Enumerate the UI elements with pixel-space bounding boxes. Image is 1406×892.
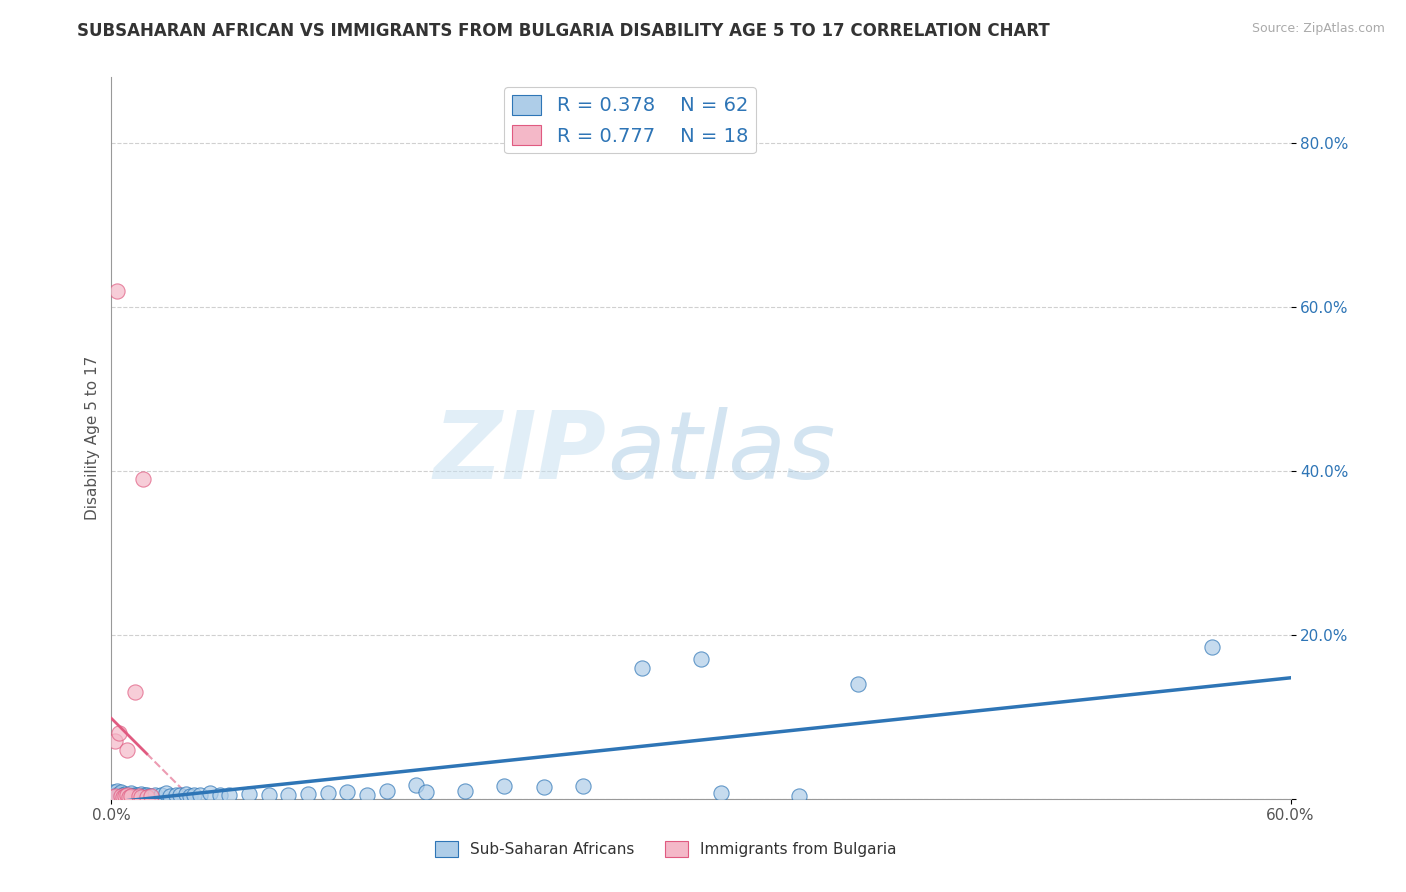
Point xyxy=(138,789,160,804)
Point xyxy=(159,789,181,804)
Point xyxy=(454,784,477,798)
Point xyxy=(710,786,733,800)
Point xyxy=(135,790,157,805)
Point xyxy=(112,788,135,802)
Point xyxy=(198,786,221,800)
Point xyxy=(128,789,150,804)
Point xyxy=(277,789,299,803)
Point xyxy=(115,789,138,803)
Point xyxy=(108,787,131,801)
Point xyxy=(846,677,869,691)
Point xyxy=(124,788,146,802)
Point xyxy=(108,791,131,805)
Point xyxy=(112,789,135,804)
Point xyxy=(631,660,654,674)
Text: ZIP: ZIP xyxy=(434,407,606,499)
Point xyxy=(188,789,211,803)
Point xyxy=(139,790,162,805)
Point xyxy=(135,788,157,802)
Point xyxy=(375,784,398,798)
Point xyxy=(149,789,172,803)
Point xyxy=(108,726,131,740)
Point xyxy=(114,789,136,804)
Point xyxy=(238,787,260,801)
Point xyxy=(118,790,141,805)
Point xyxy=(128,789,150,804)
Point xyxy=(1201,640,1223,654)
Point xyxy=(208,788,231,802)
Point xyxy=(174,787,197,801)
Point xyxy=(110,785,132,799)
Text: SUBSAHARAN AFRICAN VS IMMIGRANTS FROM BULGARIA DISABILITY AGE 5 TO 17 CORRELATIO: SUBSAHARAN AFRICAN VS IMMIGRANTS FROM BU… xyxy=(77,22,1050,40)
Point xyxy=(105,284,128,298)
Point xyxy=(415,785,437,799)
Point xyxy=(316,786,339,800)
Point xyxy=(114,790,136,805)
Point xyxy=(572,780,595,794)
Point xyxy=(787,789,810,804)
Point xyxy=(105,790,128,805)
Point xyxy=(494,779,516,793)
Point xyxy=(104,789,127,804)
Point xyxy=(134,789,156,803)
Point xyxy=(183,788,205,802)
Point xyxy=(112,790,135,805)
Point xyxy=(103,785,125,799)
Point xyxy=(165,788,187,802)
Point xyxy=(533,780,555,795)
Point xyxy=(297,787,319,801)
Point xyxy=(690,652,713,666)
Point xyxy=(104,788,127,802)
Point xyxy=(125,789,148,803)
Point xyxy=(115,789,138,803)
Point xyxy=(115,742,138,756)
Text: Source: ZipAtlas.com: Source: ZipAtlas.com xyxy=(1251,22,1385,36)
Point xyxy=(155,786,177,800)
Point xyxy=(143,788,166,802)
Point xyxy=(122,789,145,804)
Point xyxy=(110,789,132,803)
Point xyxy=(179,789,201,804)
Legend: R = 0.378    N = 62, R = 0.777    N = 18: R = 0.378 N = 62, R = 0.777 N = 18 xyxy=(505,87,756,153)
Point xyxy=(257,788,280,802)
Point xyxy=(356,788,378,802)
Point xyxy=(336,785,359,799)
Point xyxy=(104,734,127,748)
Point xyxy=(114,787,136,801)
Point xyxy=(118,790,141,805)
Y-axis label: Disability Age 5 to 17: Disability Age 5 to 17 xyxy=(86,356,100,520)
Point xyxy=(120,789,142,803)
Point xyxy=(124,685,146,699)
Point xyxy=(120,789,142,804)
Point xyxy=(110,789,132,804)
Point xyxy=(129,787,152,801)
Point xyxy=(118,788,141,802)
Point xyxy=(129,790,152,805)
Point xyxy=(105,783,128,797)
Point xyxy=(104,789,127,804)
Point xyxy=(103,790,125,805)
Point xyxy=(115,789,138,804)
Point xyxy=(218,789,240,803)
Text: atlas: atlas xyxy=(606,407,835,498)
Point xyxy=(132,790,155,805)
Point xyxy=(120,786,142,800)
Point xyxy=(132,472,155,486)
Point xyxy=(405,778,427,792)
Point xyxy=(169,789,191,803)
Point xyxy=(139,789,162,804)
